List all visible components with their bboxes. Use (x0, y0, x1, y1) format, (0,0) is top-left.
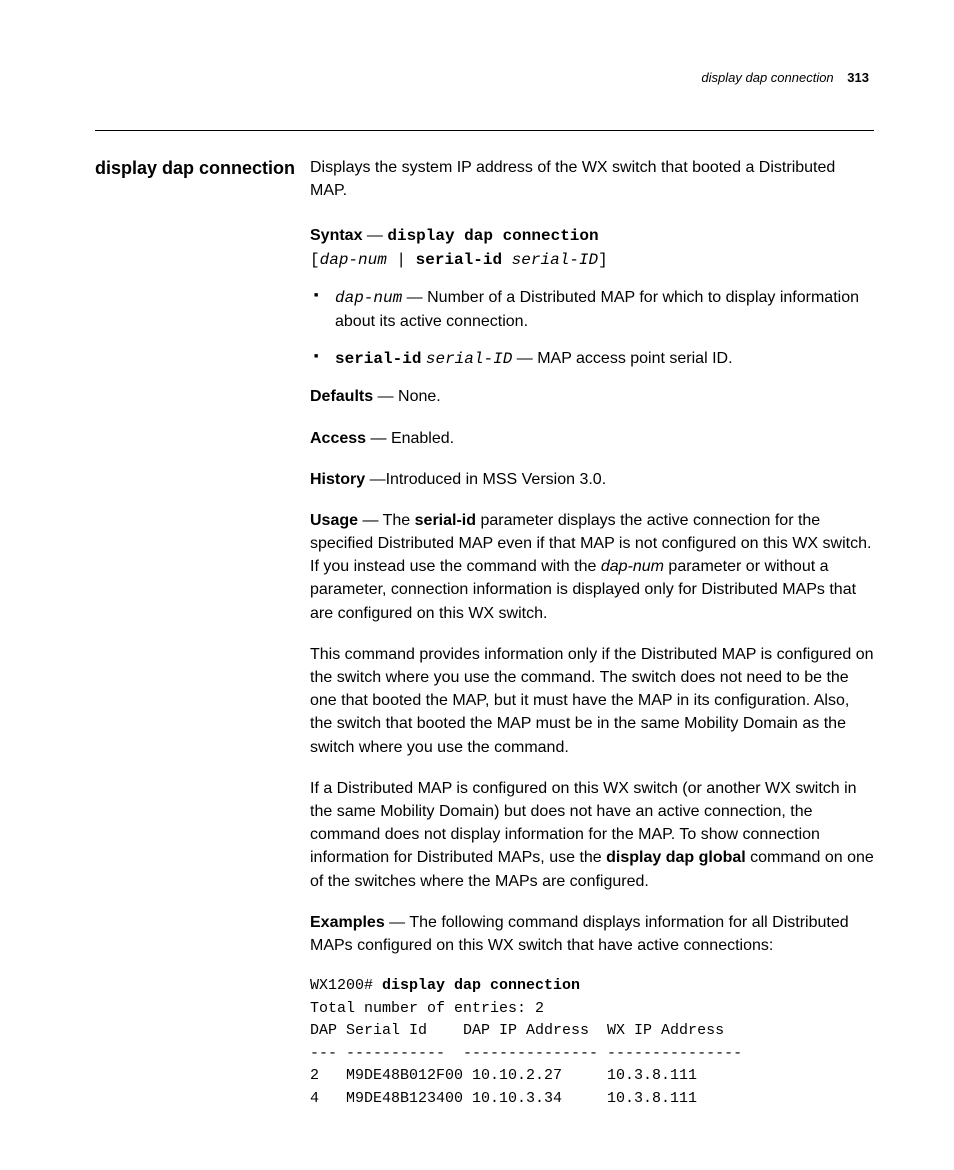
param-serialid-desc: — MAP access point serial ID. (512, 350, 732, 367)
parameter-list: dap-num — Number of a Distributed MAP fo… (310, 286, 874, 372)
syntax-label: Syntax (310, 227, 362, 244)
syntax-line-1: Syntax — display dap connection (310, 224, 874, 248)
param-dapnum-desc: — Number of a Distributed MAP for which … (335, 289, 859, 330)
cli-output: WX1200# display dap connection Total num… (310, 975, 874, 1110)
intro-paragraph: Displays the system IP address of the WX… (310, 156, 874, 202)
syntax-space (502, 251, 512, 269)
defaults-label: Defaults (310, 388, 373, 405)
page-number: 313 (847, 70, 869, 85)
cli-command: display dap connection (382, 977, 580, 994)
history-text: —Introduced in MSS Version 3.0. (365, 471, 606, 488)
examples-paragraph: Examples — The following command display… (310, 911, 874, 957)
param-serialid-kw: serial-id (335, 350, 421, 368)
syntax-pipe: | (387, 251, 416, 269)
access-label: Access (310, 430, 366, 447)
syntax-line-2: [dap-num | serial-id serial-ID] (310, 249, 874, 272)
defaults-line: Defaults — None. (310, 385, 874, 408)
cli-prompt: WX1200# (310, 977, 382, 994)
list-item: serial-id serial-ID — MAP access point s… (310, 347, 874, 371)
info-paragraph-3: If a Distributed MAP is configured on th… (310, 777, 874, 893)
param-serialid-arg: serial-ID (426, 350, 512, 368)
usage-dapnum: dap-num (601, 558, 664, 575)
usage-paragraph: Usage — The serial-id parameter displays… (310, 509, 874, 625)
info-paragraph-2: This command provides information only i… (310, 643, 874, 759)
section-heading: display dap connection (95, 156, 310, 180)
syntax-command: display dap connection (387, 227, 598, 245)
usage-serialid: serial-id (415, 512, 476, 529)
body-column: Displays the system IP address of the WX… (310, 156, 874, 1110)
param-dapnum: dap-num (335, 289, 402, 307)
history-label: History (310, 471, 365, 488)
bracket-close: ] (598, 251, 608, 269)
history-line: History —Introduced in MSS Version 3.0. (310, 468, 874, 491)
syntax-block: Syntax — display dap connection [dap-num… (310, 224, 874, 271)
examples-text: — The following command displays informa… (310, 914, 849, 954)
examples-label: Examples (310, 914, 385, 931)
page: display dap connection 313 display dap c… (0, 0, 954, 1170)
syntax-sep: — (362, 227, 387, 244)
syntax-serialid-kw: serial-id (416, 251, 502, 269)
usage-lead: — The (358, 512, 415, 529)
defaults-text: — None. (373, 388, 441, 405)
syntax-serialid-arg: serial-ID (512, 251, 598, 269)
content-columns: display dap connection Displays the syst… (95, 156, 874, 1110)
access-line: Access — Enabled. (310, 427, 874, 450)
cli-result: Total number of entries: 2 DAP Serial Id… (310, 1000, 742, 1107)
running-title: display dap connection (701, 70, 833, 85)
bracket-open: [ (310, 251, 320, 269)
usage-label: Usage (310, 512, 358, 529)
syntax-dapnum: dap-num (320, 251, 387, 269)
running-header: display dap connection 313 (95, 70, 874, 85)
list-item: dap-num — Number of a Distributed MAP fo… (310, 286, 874, 333)
access-text: — Enabled. (366, 430, 454, 447)
para3-cmd: display dap global (606, 849, 746, 866)
header-rule (95, 130, 874, 131)
